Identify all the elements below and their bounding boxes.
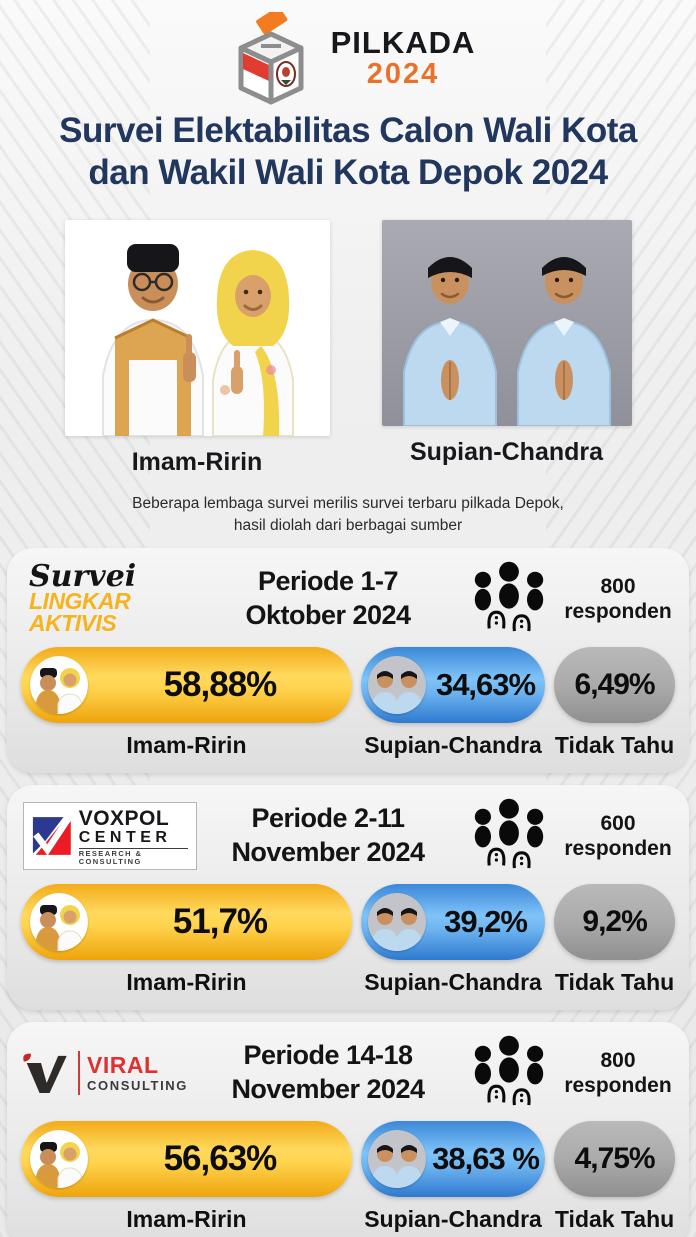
result-label: Tidak Tahu: [554, 1206, 675, 1233]
survey-card-voxpol-center: VOXPOL CENTER RESEARCH & CONSULTING Peri…: [7, 785, 689, 1011]
respondents-count: 800: [600, 1048, 636, 1072]
survey-period: Periode 14-18 November 2024: [231, 1040, 425, 1104]
result-pill-supian-chandra: 38,63 %: [360, 1121, 546, 1198]
candidate-imam-ririn: Imam-Ririn: [64, 220, 330, 477]
logo-text: VIRAL: [87, 1051, 159, 1078]
pilkada-brand: PILKADA 2024: [0, 12, 696, 106]
logo-text: LINGKAR: [29, 588, 131, 615]
result-label: Supian-Chandra: [364, 969, 542, 996]
respondents-label: responden: [564, 1073, 672, 1097]
org-logo-lingkar-aktivis: Survei LINGKAR AKTIVIS: [19, 558, 197, 637]
result-pill-imam-ririn: 58,88%: [21, 647, 352, 724]
logo-text: VOXPOL: [78, 806, 170, 830]
supian-chandra-mini-photo: [367, 893, 426, 952]
logo-text: RESEARCH & CONSULTING: [78, 847, 188, 866]
page-title: Survei Elektabilitas Calon Wali Kota dan…: [0, 110, 696, 194]
result-label: Tidak Tahu: [554, 969, 675, 996]
imam-ririn-mini-photo: [30, 656, 88, 715]
result-pill-tidak-tahu: 6,49%: [554, 647, 675, 724]
percentage-value: 4,75%: [574, 1142, 656, 1176]
percentage-value: 9,2%: [582, 905, 647, 939]
logo-text: AKTIVIS: [29, 610, 117, 637]
result-pill-supian-chandra: 34,63%: [360, 647, 546, 724]
result-label: Imam-Ririn: [126, 732, 247, 759]
percentage-value: 34,63%: [435, 667, 536, 703]
respondents-count: 800: [600, 574, 636, 598]
viral-v-icon: [23, 1053, 67, 1093]
people-group-icon: [474, 799, 544, 869]
imam-ririn-mini-photo: [30, 1130, 88, 1189]
hero-section: PILKADA 2024 Survei Elektabilitas Calon …: [0, 0, 696, 194]
respondents-label: responden: [564, 599, 672, 623]
imam-ririn-mini-photo: [30, 893, 88, 952]
people-group-icon: [474, 562, 544, 632]
percentage-value: 56,63%: [163, 1139, 278, 1179]
result-label: Imam-Ririn: [126, 969, 247, 996]
supian-chandra-photo: [381, 220, 632, 426]
ballot-box-icon: [238, 12, 304, 105]
survey-card-viral-consulting: VIRAL CONSULTING Periode 14-18 November …: [7, 1022, 689, 1237]
org-logo-voxpol-center: VOXPOL CENTER RESEARCH & CONSULTING: [19, 801, 197, 871]
logo-text: Survei: [29, 558, 137, 594]
result-pill-tidak-tahu: 9,2%: [554, 884, 675, 961]
result-pill-imam-ririn: 56,63%: [21, 1121, 352, 1198]
respondents: 800 responden: [559, 574, 677, 624]
survey-period: Periode 1-7 Oktober 2024: [245, 566, 411, 630]
result-label: Tidak Tahu: [554, 732, 675, 759]
respondents: 600 responden: [559, 811, 677, 861]
logo-text: CONSULTING: [87, 1077, 188, 1093]
percentage-value: 38,63 %: [432, 1141, 540, 1177]
result-pill-supian-chandra: 39,2%: [360, 884, 546, 961]
result-label: Imam-Ririn: [126, 1206, 247, 1233]
percentage-value: 39,2%: [444, 904, 528, 940]
org-logo-viral-consulting: VIRAL CONSULTING: [19, 1047, 197, 1099]
survey-card-lingkar-aktivis: Survei LINGKAR AKTIVIS Periode 1-7 Oktob…: [7, 548, 689, 774]
percentage-value: 58,88%: [163, 665, 278, 705]
logo-text: CENTER: [78, 828, 172, 846]
result-label: Supian-Chandra: [364, 1206, 542, 1233]
brand-year: 2024: [366, 58, 440, 91]
percentage-value: 51,7%: [172, 902, 268, 942]
candidates-section: Imam-Ririn: [0, 220, 696, 477]
result-label: Supian-Chandra: [364, 732, 542, 759]
candidate-name: Supian-Chandra: [409, 438, 604, 466]
candidate-supian-chandra: Supian-Chandra: [381, 220, 632, 467]
percentage-value: 6,49%: [574, 668, 656, 702]
note-line2: hasil diolah dari berbagai sumber: [233, 516, 463, 534]
survey-period: Periode 2-11 November 2024: [231, 803, 425, 867]
candidate-name: Imam-Ririn: [131, 448, 263, 476]
respondents: 800 responden: [559, 1048, 677, 1098]
result-pill-tidak-tahu: 4,75%: [554, 1121, 675, 1198]
respondents-count: 600: [600, 811, 636, 835]
result-pill-imam-ririn: 51,7%: [21, 884, 352, 961]
people-group-icon: [474, 1036, 544, 1106]
voxpol-check-icon: [30, 814, 74, 859]
imam-ririn-photo: [64, 220, 330, 436]
respondents-label: responden: [564, 836, 672, 860]
brand-name: PILKADA: [330, 24, 476, 60]
supian-chandra-mini-photo: [367, 1130, 426, 1189]
title-line2: dan Wakil Wali Kota Depok 2024: [88, 153, 608, 192]
supian-chandra-mini-photo: [367, 656, 426, 715]
note-line1: Beberapa lembaga survei merilis survei t…: [132, 495, 564, 512]
title-line1: Survei Elektabilitas Calon Wali Kota: [59, 111, 637, 150]
survey-note: Beberapa lembaga survei merilis survei t…: [0, 493, 696, 536]
